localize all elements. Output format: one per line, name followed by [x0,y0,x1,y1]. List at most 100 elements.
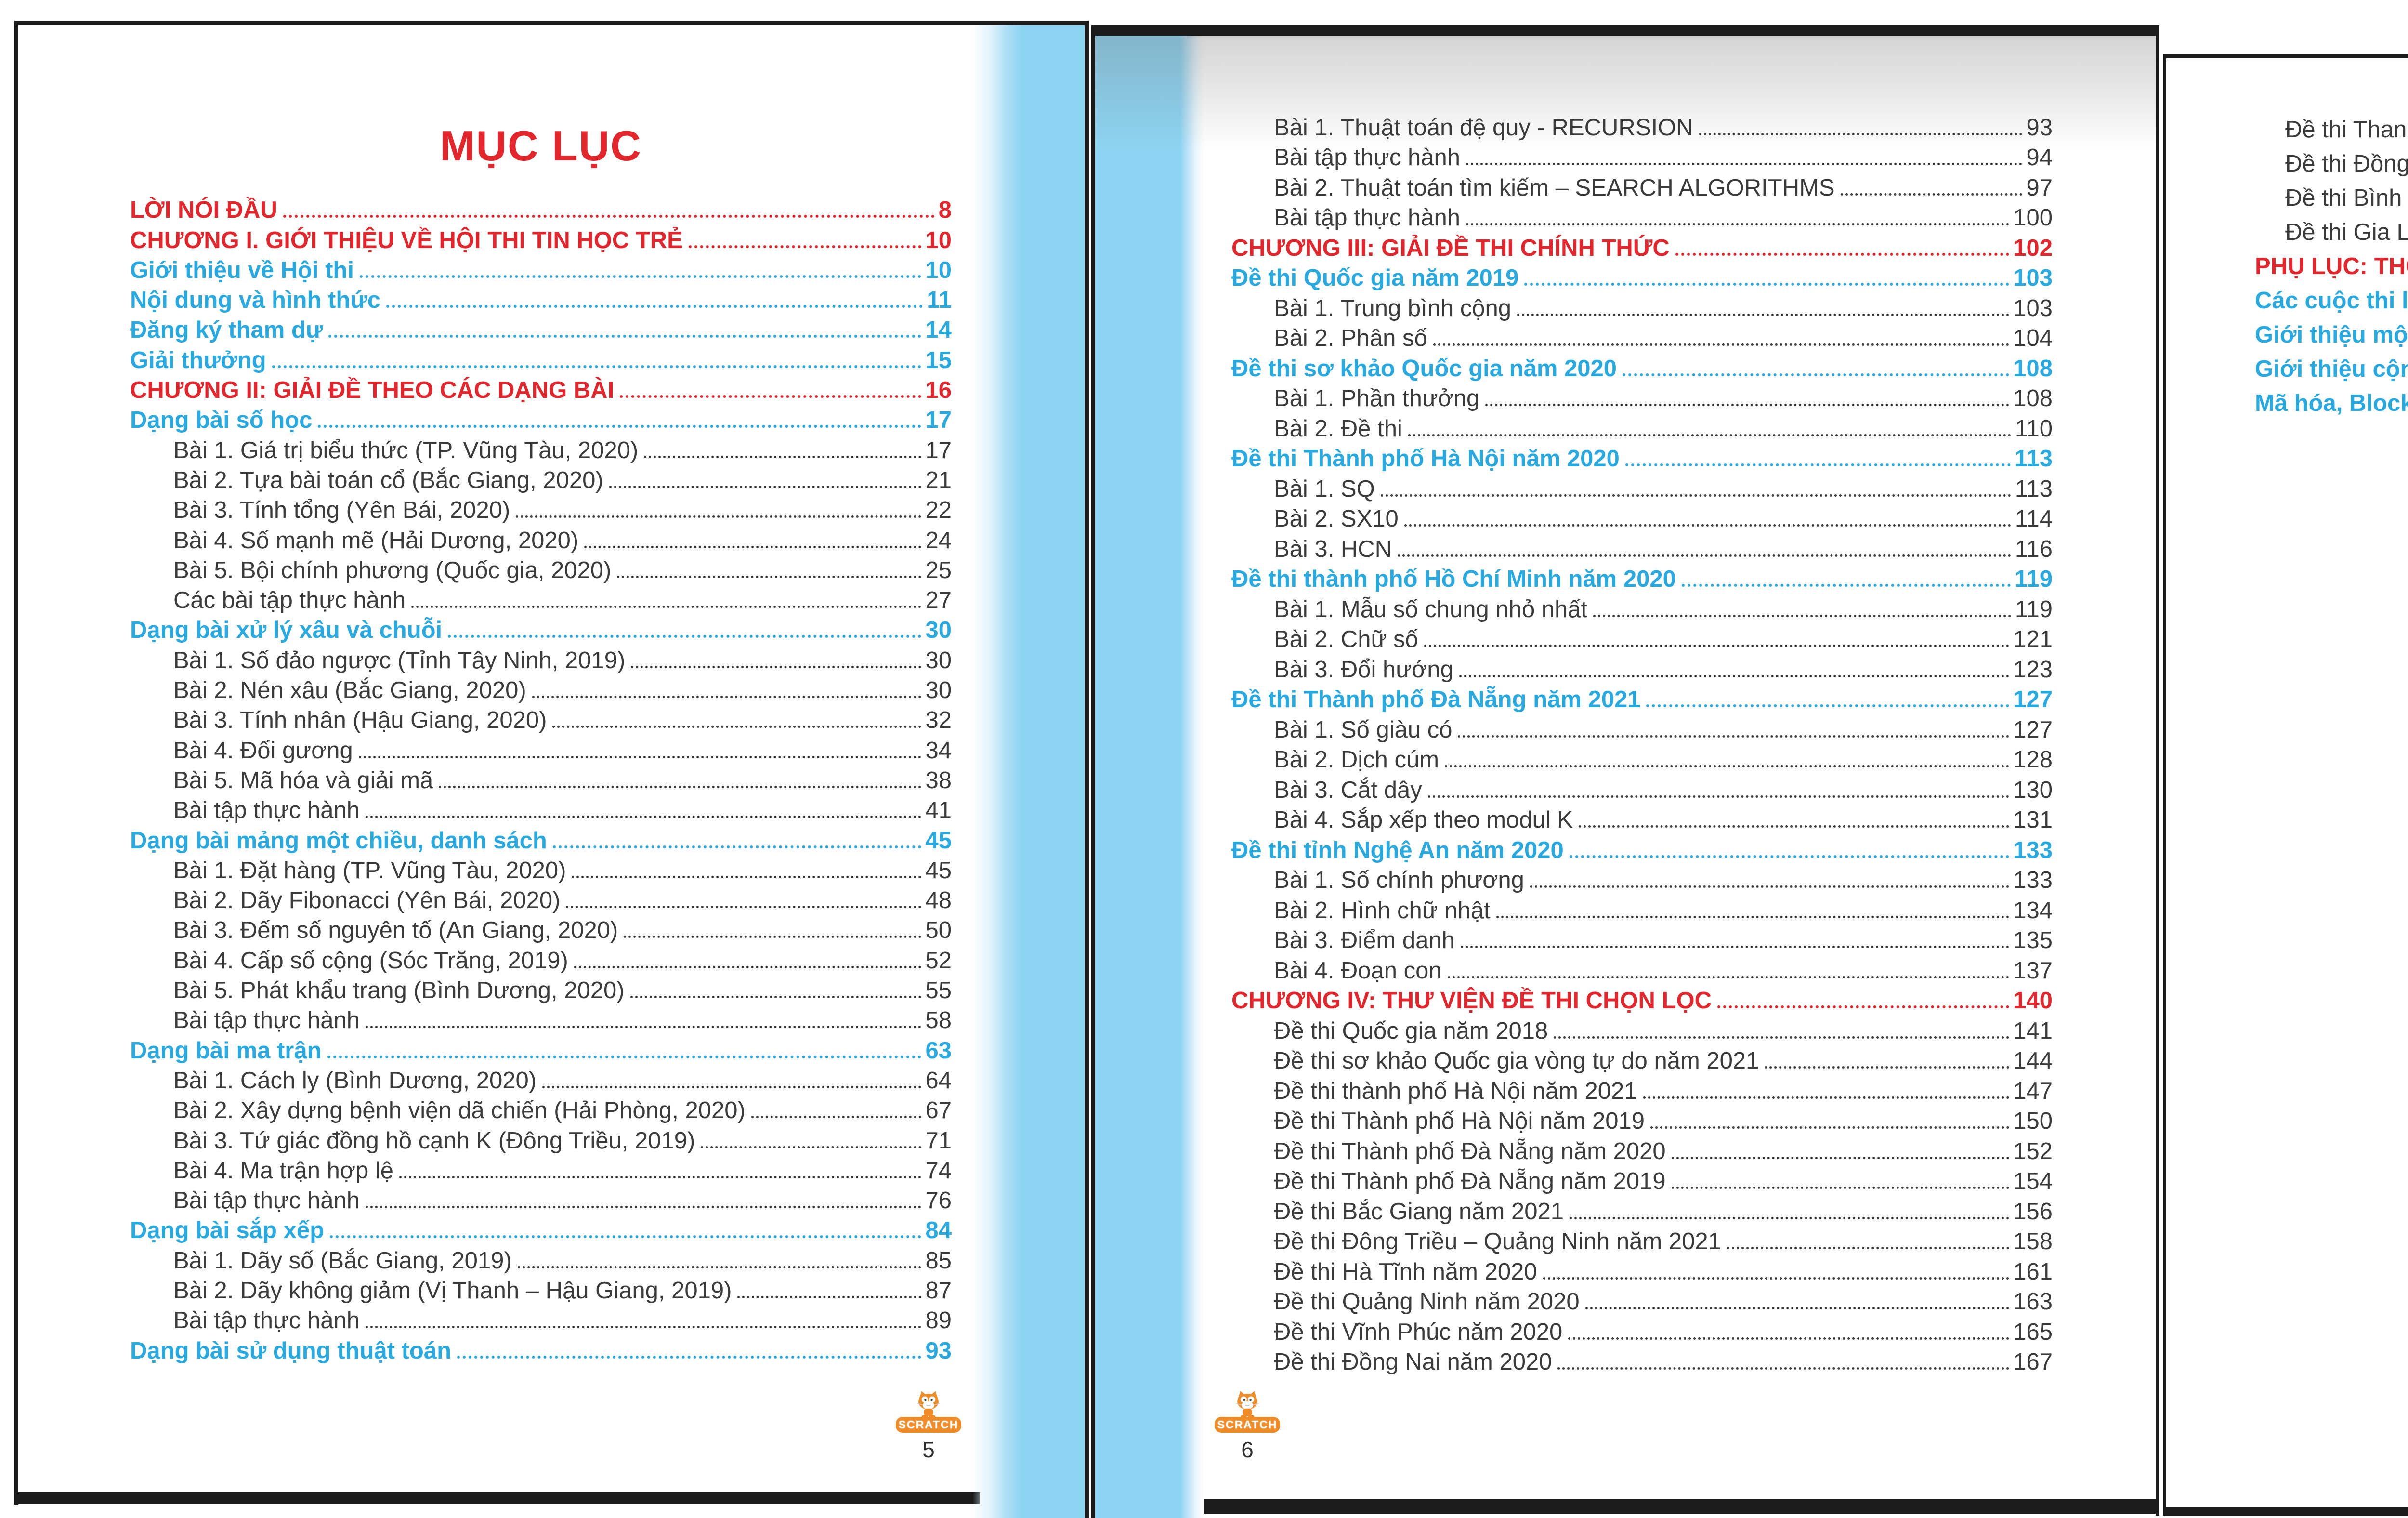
entry-label: Bài 2. Đề thi [1274,415,1402,442]
entry-label: Đề thi Quốc gia năm 2019 [1231,265,1519,291]
toc-entry: Bài tập thực hành 94 [1231,141,2053,172]
entry-label: Đề thi Thanh Hóa năm 2019 [2285,117,2408,143]
toc-entry: Đề thi tỉnh Nghệ An năm 2020 133 [1231,833,2053,864]
entry-label: Bài 3. Tính tổng (Yên Bái, 2020) [173,497,510,524]
blue-band [973,25,1085,1518]
entry-page-number: 103 [2013,265,2053,291]
entry-page-number: 38 [925,767,952,793]
scratch-cat-icon [916,1391,941,1418]
toc-list: Bài 1. Thuật toán đệ quy - RECURSION 93 Bà… [1231,111,2053,1375]
entry-page-number: 22 [925,497,952,524]
toc-entry: Các bài tập thực hành 27 [130,584,952,614]
entry-page-number: 74 [925,1157,952,1184]
leader-dots [584,545,922,548]
toc-entry: Đề thi Thành phố Hà Nội năm 2020 113 [1231,442,2053,473]
toc-entry: LỜI NÓI ĐẦU 8 [130,194,952,224]
entry-page-number: 141 [2013,1017,2053,1044]
leader-dots [566,906,922,909]
entry-page-number: 108 [2013,355,2053,382]
entry-label: Bài 2. Xây dựng bệnh viện dã chiến (Hải … [173,1097,746,1124]
entry-page-number: 144 [2013,1048,2053,1074]
entry-page-number: 11 [927,287,952,314]
toc-entry: Bài 1. Cách ly (Bình Dương, 2020) 64 [130,1064,952,1094]
leader-dots [1459,674,2010,677]
entry-label: Bài 1. Thuật toán đệ quy - RECURSION [1274,114,1693,141]
entry-label: Bài 3. Đếm số nguyên tố (An Giang, 2020) [173,917,618,944]
entry-page-number: 85 [925,1247,952,1274]
toc-entry: Bài 2. Phân số 104 [1231,322,2053,352]
entry-label: Dạng bài mảng một chiều, danh sách [130,827,547,854]
leader-dots [751,1116,922,1119]
entry-label: Bài 1. Số đảo ngược (Tỉnh Tây Ninh, 2019… [173,647,626,673]
entry-label: Bài 3. Cắt dây [1274,777,1422,803]
entry-page-number: 123 [2013,656,2053,683]
entry-label: Bài tập thực hành [1274,205,1460,231]
entry-page-number: 154 [2013,1168,2053,1194]
entry-page-number: 25 [925,557,952,583]
entry-label: Bài tập thực hành [1274,145,1460,171]
leader-dots [688,245,922,248]
toc-entry: Bài tập thực hành 89 [130,1304,952,1334]
entry-label: Đề thi sơ khảo Quốc gia năm 2020 [1231,355,1617,382]
entry-label: Bài tập thực hành [173,797,360,824]
leader-dots [532,696,922,699]
entry-label: Bài 2. Dãy không giảm (Vị Thanh – Hậu Gi… [173,1277,732,1304]
entry-page-number: 71 [925,1127,952,1154]
toc-entry: Đề thi Đồng Tháp năm 2019172 [2255,143,2408,177]
toc-entry: Bài 2. Nén xâu (Bắc Giang, 2020) 30 [130,674,952,704]
leader-dots [1380,494,2011,497]
entry-page-number: 67 [925,1097,952,1124]
entry-page-number: 94 [2026,145,2053,171]
leader-dots [1699,132,2023,135]
leader-dots [1496,915,2010,918]
entry-page-number: 119 [2015,596,2053,622]
scratch-wordmark: SCRATCH [1215,1417,1280,1433]
entry-label: Bài 2. Chữ số [1274,626,1418,652]
leader-dots [1671,1156,2010,1159]
toc-entry: CHƯƠNG III: GIẢI ĐỀ THI CHÍNH THỨC 102 [1231,231,2053,262]
toc-entry: Giới thiệu một số website luyện thi trực… [2255,314,2408,348]
toc-entry: Bài 1. Dãy số (Bắc Giang, 2019) 85 [130,1244,952,1274]
entry-page-number: 8 [938,197,952,224]
entry-label: Dạng bài số học [130,407,313,434]
toc-entry: Bài tập thực hành 41 [130,794,952,824]
leader-dots [365,1026,922,1029]
page2-top-border [1091,25,2159,36]
entry-page-number: 15 [925,347,952,373]
entry-label: Đề thi Thành phố Hà Nội năm 2020 [1231,446,1620,472]
entry-label: Nội dung và hình thức [130,287,381,314]
entry-page-number: 41 [925,797,952,824]
entry-label: Bài 5. Phát khẩu trang (Bình Dương, 2020… [173,977,625,1004]
page-number: 5 [922,1437,935,1462]
entry-label: Bài 3. Điểm danh [1274,927,1455,953]
entry-label: Bài 2. SX10 [1274,506,1399,532]
toc-entry: Đề thi sơ khảo Quốc gia năm 2020 108 [1231,352,2053,382]
entry-label: Bài 1. Mẫu số chung nhỏ nhất [1274,596,1588,622]
entry-label: Các cuộc thi lập trình trên thế giới [2255,288,2408,314]
entry-page-number: 128 [2013,747,2053,773]
leader-dots [1466,223,2010,225]
entry-page-number: 34 [925,737,952,764]
entry-page-number: 55 [925,977,952,1004]
leader-dots [327,1055,922,1058]
leader-dots [1517,313,2010,316]
entry-page-number: 58 [925,1007,952,1034]
toc-entry: Bài 3. Tính nhân (Hậu Giang, 2020) 32 [130,704,952,734]
entry-page-number: 133 [2013,837,2053,863]
leader-dots [1458,735,2010,738]
page-footer: SCRATCH 6 [1211,1390,1283,1463]
toc-entry: Bài tập thực hành 58 [130,1004,952,1034]
page1-right-border [1085,21,1089,1518]
entry-label: Bài 2. Hình chữ nhật [1274,897,1491,924]
page3-left-border [2163,54,2166,1516]
entry-label: Đăng ký tham dự [130,317,323,343]
page-number: 6 [1241,1437,1254,1462]
entry-page-number: 17 [925,437,952,463]
entry-page-number: 45 [925,857,952,884]
entry-label: Đề thi Đồng Nai năm 2020 [1274,1349,1552,1375]
leader-dots [1408,434,2011,436]
entry-page-number: 127 [2013,686,2053,713]
toc-entry: Đề thi Bắc Giang năm 2021 156 [1231,1195,2053,1225]
leader-dots [283,215,935,218]
leader-dots [330,1235,922,1239]
